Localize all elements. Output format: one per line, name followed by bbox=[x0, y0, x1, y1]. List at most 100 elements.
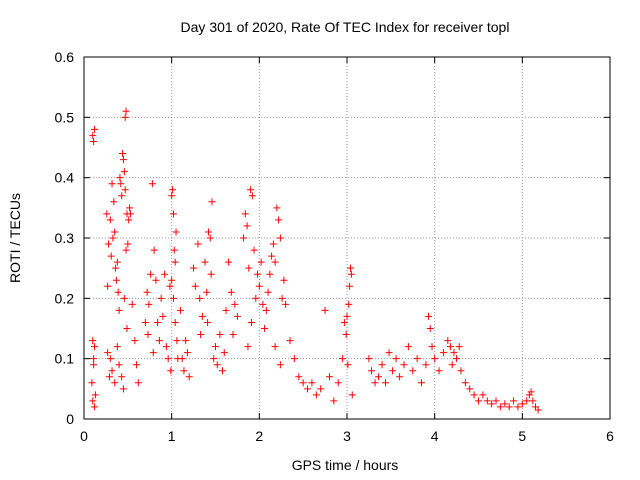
data-point bbox=[448, 361, 456, 369]
data-point bbox=[247, 318, 255, 326]
data-point bbox=[244, 343, 252, 351]
data-point bbox=[325, 373, 333, 381]
data-point bbox=[120, 294, 128, 302]
data-point bbox=[113, 343, 121, 351]
data-point bbox=[496, 403, 504, 411]
data-point bbox=[347, 270, 355, 278]
data-point bbox=[152, 276, 160, 284]
data-point bbox=[271, 343, 279, 351]
data-point bbox=[164, 355, 172, 363]
data-point bbox=[180, 367, 188, 375]
data-point bbox=[290, 355, 298, 363]
data-point bbox=[91, 391, 99, 399]
data-point bbox=[91, 343, 99, 351]
data-point bbox=[534, 406, 542, 414]
data-point bbox=[446, 343, 454, 351]
data-point bbox=[250, 246, 258, 254]
data-point bbox=[371, 379, 379, 387]
y-tick-label: 0.3 bbox=[55, 230, 75, 246]
data-point bbox=[273, 204, 281, 212]
data-point bbox=[166, 282, 174, 290]
data-point bbox=[141, 318, 149, 326]
data-point bbox=[269, 240, 277, 248]
data-point bbox=[105, 240, 113, 248]
data-point bbox=[339, 355, 347, 363]
data-point bbox=[133, 361, 141, 369]
data-point bbox=[109, 234, 117, 242]
data-point bbox=[208, 198, 216, 206]
data-point bbox=[198, 312, 206, 320]
data-point bbox=[122, 107, 130, 115]
data-point bbox=[155, 337, 163, 345]
data-point bbox=[119, 156, 127, 164]
data-point bbox=[89, 337, 97, 345]
data-point bbox=[171, 318, 179, 326]
data-point bbox=[295, 373, 303, 381]
data-point bbox=[171, 258, 179, 266]
data-point bbox=[342, 331, 350, 339]
data-point bbox=[107, 252, 115, 260]
data-point bbox=[241, 210, 249, 218]
data-point bbox=[104, 282, 112, 290]
data-point bbox=[368, 367, 376, 375]
data-point bbox=[280, 276, 288, 284]
data-point bbox=[172, 228, 180, 236]
data-point bbox=[117, 180, 125, 188]
data-point bbox=[261, 325, 269, 332]
data-point bbox=[344, 361, 352, 369]
data-point bbox=[213, 361, 221, 369]
data-point bbox=[529, 397, 537, 405]
data-point bbox=[112, 264, 120, 272]
data-point bbox=[154, 318, 162, 326]
data-point bbox=[523, 397, 531, 405]
y-tick-label: 0.5 bbox=[55, 109, 75, 125]
data-point bbox=[157, 294, 165, 302]
data-point bbox=[89, 131, 97, 139]
data-point bbox=[501, 400, 509, 408]
data-point bbox=[103, 210, 111, 218]
data-point bbox=[185, 373, 193, 381]
data-point bbox=[124, 240, 132, 248]
data-point bbox=[144, 331, 152, 339]
data-point bbox=[178, 355, 186, 363]
data-point bbox=[128, 300, 136, 308]
x-tick-label: 4 bbox=[431, 428, 439, 444]
data-point bbox=[216, 331, 224, 339]
data-point bbox=[259, 300, 267, 308]
y-tick-label: 0.1 bbox=[55, 351, 75, 367]
data-point bbox=[492, 397, 500, 405]
data-point bbox=[90, 137, 98, 145]
data-point bbox=[286, 337, 294, 345]
y-tick-label: 0.6 bbox=[55, 49, 75, 65]
data-point bbox=[488, 400, 496, 408]
data-point bbox=[191, 282, 199, 290]
data-point bbox=[470, 391, 478, 399]
data-point bbox=[455, 343, 463, 351]
data-point bbox=[114, 288, 122, 296]
data-point bbox=[168, 276, 176, 284]
data-point bbox=[219, 367, 227, 375]
data-point bbox=[147, 270, 155, 278]
data-point bbox=[428, 343, 436, 351]
data-point bbox=[389, 367, 397, 375]
data-point bbox=[299, 379, 307, 387]
data-point bbox=[212, 343, 219, 351]
data-point bbox=[167, 367, 175, 375]
data-point bbox=[204, 318, 212, 326]
data-point bbox=[229, 331, 237, 339]
data-point bbox=[308, 379, 316, 387]
data-point bbox=[159, 312, 167, 320]
data-point bbox=[90, 361, 98, 369]
data-point bbox=[510, 397, 518, 405]
data-point bbox=[120, 168, 128, 176]
data-point bbox=[378, 361, 386, 369]
data-point bbox=[278, 294, 286, 302]
data-point bbox=[475, 397, 482, 405]
axis-ticks: 0 1 2 3 4 5 6 0 0.1 0.2 0.3 0.4 0.5 0.6 bbox=[55, 49, 615, 444]
data-point bbox=[190, 264, 198, 272]
x-tick-label: 0 bbox=[80, 428, 88, 444]
data-point bbox=[385, 349, 393, 357]
data-point bbox=[121, 113, 129, 121]
